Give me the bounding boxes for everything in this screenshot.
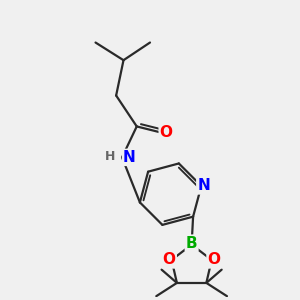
Text: N: N — [197, 178, 210, 194]
Text: H: H — [104, 150, 115, 163]
Text: N: N — [123, 150, 136, 165]
Text: O: O — [160, 125, 173, 140]
Text: O: O — [163, 252, 176, 267]
Text: O: O — [208, 252, 220, 267]
Text: B: B — [186, 236, 197, 251]
